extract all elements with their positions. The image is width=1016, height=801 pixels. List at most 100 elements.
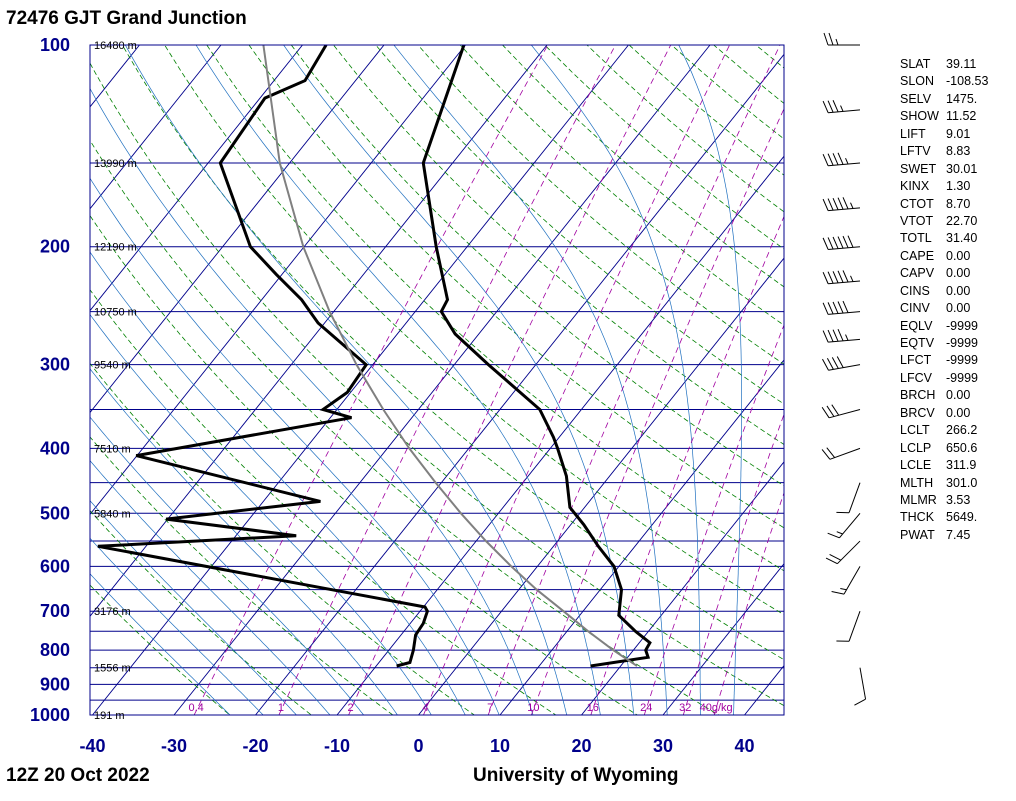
wind-barb-flag: [832, 236, 839, 249]
wind-barb-flag: [822, 100, 829, 113]
moist-adiabat-line: [283, 45, 635, 715]
moist-adiabat-line: [195, 45, 601, 715]
wind-barb-flag: [822, 358, 829, 371]
plot-frame: [89, 44, 785, 716]
stat-key: LCLP: [900, 440, 932, 455]
stat-value: 7.45: [946, 527, 971, 542]
stat-value: 0.00: [946, 248, 971, 263]
stat-value: 31.40: [946, 231, 978, 246]
wind-barb-staff: [828, 207, 861, 212]
wind-barb-flag: [827, 100, 834, 113]
stat-value: 5649.: [946, 510, 978, 525]
stat-value: 8.83: [946, 144, 971, 159]
stat-row-brcv: BRCV 0.00: [900, 405, 988, 422]
temperature-tick-label: 20: [571, 736, 591, 756]
stat-value: 9.01: [946, 126, 971, 141]
stat-row-lfct: LFCT -9999: [900, 352, 988, 369]
wind-barb-half-flag: [835, 38, 839, 46]
height-label: 7510 m: [94, 443, 131, 455]
stat-row-eqtv: EQTV -9999: [900, 335, 988, 352]
temperature-tick-label: 30: [653, 736, 673, 756]
stat-value: 1.30: [946, 179, 971, 194]
stat-key: KINX: [900, 179, 930, 194]
wind-barb-flag: [832, 271, 839, 284]
dry-adiabat-line: [90, 510, 312, 715]
wind-barb-staff: [837, 540, 861, 565]
stat-value: 1475.: [946, 91, 978, 106]
stat-key: CINS: [900, 283, 930, 298]
stat-value: 0.00: [946, 283, 971, 298]
temperature-tick-label: 40: [734, 736, 754, 756]
dry-adiabat-line: [90, 584, 231, 715]
dry-adiabat-line: [459, 45, 784, 326]
isotherm-line: [255, 53, 784, 715]
stat-key: VTOT: [900, 213, 934, 228]
wind-barb-flag: [832, 301, 839, 314]
temperature-tick-label: -20: [242, 736, 268, 756]
stat-value: 0.00: [946, 405, 971, 420]
height-label: 191 m: [94, 710, 125, 722]
stat-row-lclp: LCLP 650.6: [900, 440, 988, 457]
wind-barb-staff: [829, 447, 861, 460]
wind-barb-flag: [825, 557, 838, 565]
series-temp-line: [421, 45, 652, 668]
isotherm-line: [581, 461, 784, 715]
mixing-ratio-label: 1: [278, 702, 284, 714]
mixing-ratio-line: [682, 413, 784, 715]
wind-barb-flag: [832, 153, 839, 166]
pressure-tick-label: 700: [40, 601, 70, 621]
source-label: University of Wyoming: [473, 765, 679, 786]
stat-row-lfcv: LFCV -9999: [900, 370, 988, 387]
stat-key: SHOW: [900, 109, 939, 124]
wind-barb-flag: [827, 302, 834, 315]
stat-row-show: SHOW 11.52: [900, 108, 988, 125]
stat-value: -9999: [946, 353, 978, 368]
wind-barb-staff: [828, 280, 861, 285]
mixing-ratio-label: 16: [587, 702, 599, 714]
wind-barb-flag: [823, 32, 829, 46]
stat-key: TOTL: [900, 231, 932, 246]
dry-adiabat-line: [333, 45, 784, 445]
height-label: 9540 m: [94, 360, 131, 372]
wind-barb-staff: [843, 566, 861, 595]
mixing-ratio-label: 0.4: [188, 702, 203, 714]
stat-value: 11.52: [946, 109, 977, 124]
sounding-indices: SLAT 39.11 SLON -108.53 SELV 1475. SHOW 11.52 LI…: [900, 56, 988, 544]
stat-key: SELV: [900, 91, 932, 106]
wind-barb-staff: [828, 409, 861, 419]
stat-key: BRCV: [900, 405, 935, 420]
wind-barb-flag: [842, 270, 849, 283]
pressure-tick-label: 300: [40, 355, 70, 375]
mixing-ratio-label: 10: [527, 702, 539, 714]
stat-row-selv: SELV 1475.: [900, 91, 988, 108]
stat-row-lclt: LCLT 266.2: [900, 422, 988, 439]
moist-adiabat-line: [90, 87, 534, 715]
wind-barb-flag: [837, 197, 844, 210]
wind-barb-flag: [827, 237, 834, 250]
stat-value: -108.53: [946, 74, 989, 89]
wind-barb-staff: [828, 109, 861, 114]
mixing-ratio-line: [643, 323, 784, 715]
wind-barb-flag: [831, 591, 845, 595]
stat-row-lift: LIFT 9.01: [900, 126, 988, 143]
moist-adiabat-line: [90, 313, 432, 715]
stat-key: LCLT: [900, 423, 930, 438]
isotherm-line: [90, 45, 222, 210]
stat-value: 0.00: [946, 388, 971, 403]
wind-barb-flag: [854, 698, 866, 706]
wind-barb-flag: [822, 330, 829, 343]
stat-value: 3.53: [946, 492, 971, 507]
wind-barb-flag: [826, 405, 835, 417]
wind-barb-staff: [848, 482, 861, 513]
moist-adiabat-line: [90, 537, 264, 715]
isotherm-line: [662, 563, 784, 715]
pressure-tick-label: 100: [40, 35, 70, 55]
isotherm-line: [90, 45, 548, 617]
moist-adiabat-line: [90, 251, 466, 715]
isotherm-line: [90, 45, 466, 516]
mixing-ratio-label: 40g/kg: [700, 702, 733, 714]
dry-adiabat-line: [90, 362, 476, 715]
height-label: 13990 m: [94, 158, 137, 170]
wind-barb-flag: [832, 197, 839, 210]
